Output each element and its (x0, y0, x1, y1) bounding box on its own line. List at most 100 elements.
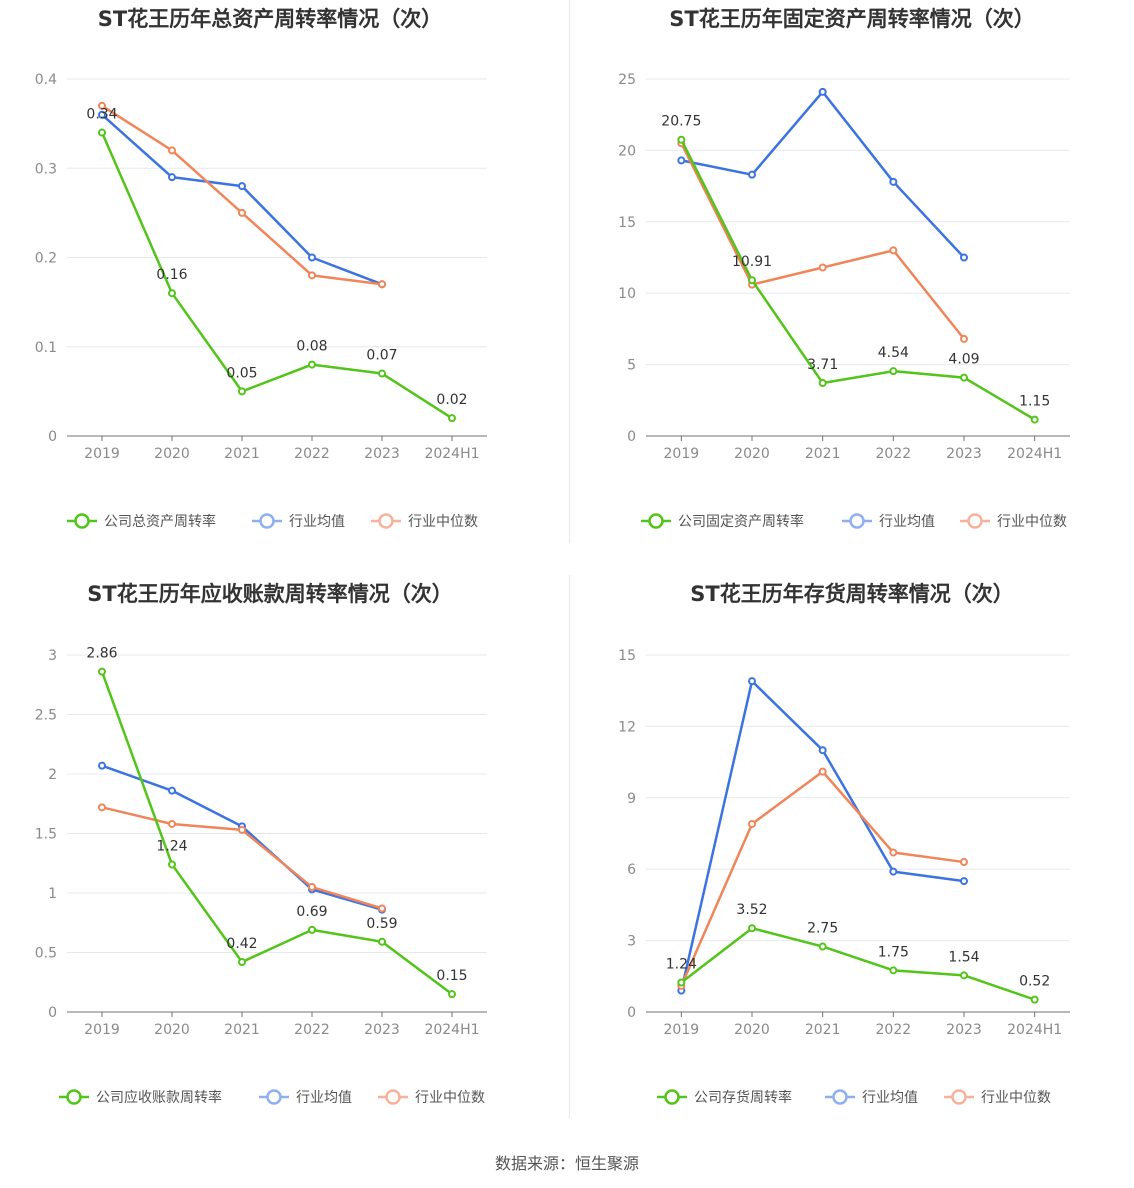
y-tick-label: 20 (618, 143, 636, 159)
x-tick-label: 2023 (946, 1022, 982, 1038)
y-tick-label: 0.3 (35, 161, 57, 177)
data-label: 3.52 (736, 902, 767, 918)
data-point (960, 334, 968, 343)
y-tick-label: 0.1 (35, 340, 57, 356)
legend-label: 行业中位数 (408, 514, 478, 530)
x-tick-label: 2022 (876, 446, 912, 462)
x-tick-label: 2022 (294, 446, 330, 462)
x-tick-label: 2022 (876, 1022, 912, 1038)
legend-marker (849, 513, 865, 529)
data-point (748, 276, 756, 285)
data-point (378, 369, 386, 378)
legend-item-2: 行业均值 (842, 513, 935, 530)
data-point (308, 360, 316, 369)
data-point (238, 387, 246, 396)
data-label: 0.52 (1019, 974, 1050, 990)
data-label: 0.07 (366, 348, 397, 364)
data-label: 1.75 (878, 944, 909, 960)
data-label: 0.34 (86, 107, 117, 123)
legend-item-1: 公司总资产周转率 (67, 513, 216, 530)
legend-label: 公司固定资产周转率 (678, 513, 804, 530)
chart-title: ST花王历年应收账款周转率情况（次） (87, 582, 452, 606)
data-point (98, 128, 106, 137)
data-label: 0.08 (296, 339, 327, 355)
legend-label: 公司总资产周转率 (104, 513, 216, 530)
y-tick-label: 1.5 (35, 827, 57, 843)
data-point (889, 367, 898, 376)
data-point (677, 978, 686, 987)
legend-label: 行业中位数 (415, 1090, 485, 1106)
legend-marker (648, 513, 664, 529)
data-point (889, 966, 898, 975)
data-point (889, 848, 898, 857)
data-point (748, 819, 756, 828)
series-line-1 (100, 132, 453, 420)
data-point (98, 803, 106, 812)
data-point (238, 825, 246, 834)
y-tick-label: 0 (627, 429, 636, 445)
x-tick-label: 2023 (946, 446, 982, 462)
x-tick-label: 2021 (224, 1022, 260, 1038)
data-point (308, 883, 316, 892)
y-tick-label: 0 (627, 1005, 636, 1021)
y-tick-label: 3 (627, 934, 636, 950)
legend-marker (967, 513, 983, 529)
y-tick-label: 12 (618, 719, 636, 735)
data-label: 0.05 (226, 365, 257, 381)
x-tick-label: 2020 (154, 446, 190, 462)
chart-panel-1: ST花王历年总资产周转率情况（次） 0 0.1 0.2 0.3 0.4 2019 2020 20… (35, 7, 487, 530)
data-point (238, 958, 246, 967)
data-point (889, 246, 898, 255)
data-point (98, 110, 106, 119)
data-label: 1.24 (666, 956, 697, 972)
data-label: 10.91 (732, 254, 772, 270)
x-tick-label: 2020 (734, 446, 770, 462)
x-tick-label: 2020 (734, 1022, 770, 1038)
data-label: 2.75 (807, 921, 838, 937)
data-point (168, 289, 176, 298)
x-tick-label: 2020 (154, 1022, 190, 1038)
data-point (1030, 995, 1039, 1004)
data-point (960, 877, 968, 886)
x-tick-label: 2021 (805, 1022, 841, 1038)
data-point (748, 170, 756, 179)
data-point (378, 280, 386, 289)
x-tick-label: 2024H1 (1007, 446, 1062, 462)
series-line-1 (680, 926, 1036, 1001)
data-point (168, 786, 176, 795)
data-label: 3.71 (807, 357, 838, 373)
data-point (748, 924, 756, 933)
legend-label: 行业中位数 (997, 514, 1067, 530)
x-tick-label: 2019 (664, 446, 700, 462)
chart-panel-2: ST花王历年固定资产周转率情况（次） 0 5 10 15 20 25 2019 2020 2021… (618, 7, 1070, 530)
source-note: 数据来源：恒生聚源 (494, 1154, 639, 1173)
x-tick-label: 2021 (805, 446, 841, 462)
y-tick-label: 3 (48, 648, 57, 664)
y-tick-label: 2.5 (35, 708, 57, 724)
data-point (960, 858, 968, 867)
y-tick-label: 9 (627, 791, 636, 807)
legend-marker (378, 513, 394, 529)
y-tick-label: 15 (618, 215, 636, 231)
legend-item-3: 行业中位数 (371, 513, 478, 530)
data-label: 0.16 (156, 267, 187, 283)
data-point (960, 253, 968, 262)
legend-label: 公司应收账款周转率 (96, 1089, 222, 1106)
data-point (308, 253, 316, 262)
y-tick-label: 1 (48, 886, 57, 902)
data-point (818, 87, 827, 96)
data-point (960, 373, 968, 382)
x-tick-label: 2023 (364, 1022, 400, 1038)
x-tick-label: 2019 (84, 446, 120, 462)
data-point (378, 904, 386, 913)
y-tick-label: 6 (627, 862, 636, 878)
legend-item-1: 公司应收账款周转率 (59, 1089, 222, 1106)
y-tick-label: 15 (618, 648, 636, 664)
data-label: 0.02 (436, 392, 467, 408)
data-label: 20.75 (661, 114, 701, 130)
data-label: 1.15 (1019, 394, 1050, 410)
data-point (308, 925, 316, 934)
chart-title: ST花王历年固定资产周转率情况（次） (669, 7, 1034, 31)
vertical-divider-bottom (569, 575, 570, 1118)
